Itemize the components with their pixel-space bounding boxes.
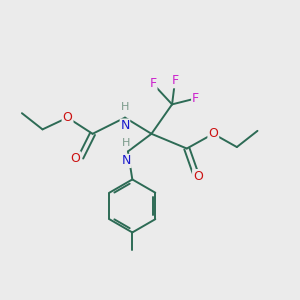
Text: H: H (122, 138, 130, 148)
Text: O: O (208, 127, 218, 140)
Text: F: F (192, 92, 199, 105)
Text: H: H (121, 102, 129, 112)
Text: O: O (70, 152, 80, 165)
Text: N: N (120, 119, 130, 132)
Text: N: N (122, 154, 131, 167)
Text: F: F (172, 74, 178, 87)
Text: O: O (193, 170, 203, 183)
Text: F: F (149, 77, 157, 90)
Text: O: O (63, 111, 73, 124)
